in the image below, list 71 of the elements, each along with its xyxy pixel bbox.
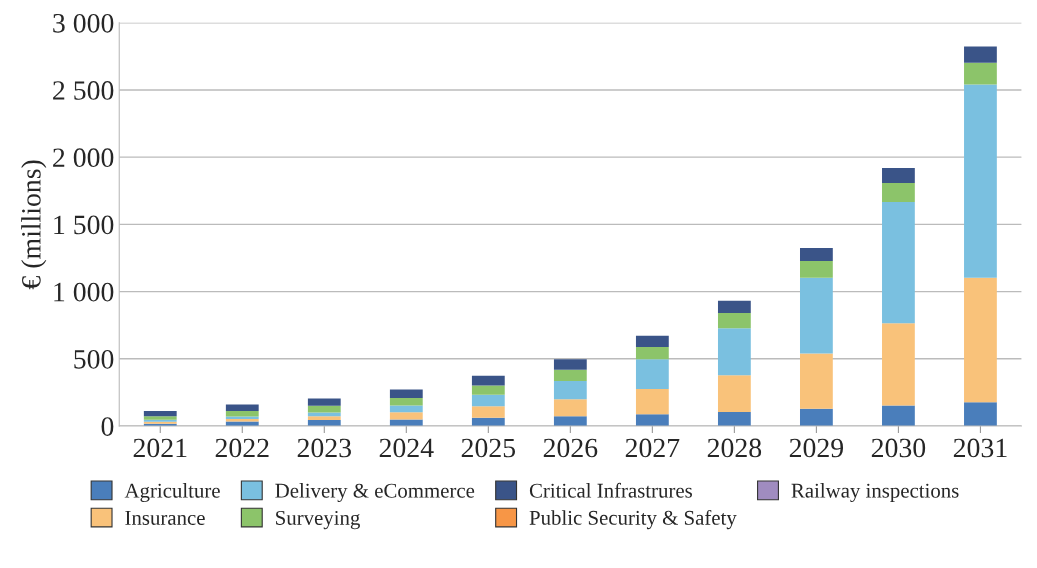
bar bbox=[307, 416, 341, 421]
bar bbox=[882, 201, 915, 324]
bar bbox=[471, 375, 505, 386]
x-tick-label: 2030 bbox=[871, 438, 926, 458]
bar bbox=[717, 328, 751, 376]
x-tick-label: 2024 bbox=[379, 438, 434, 458]
legend-label: Critical Infrastrures bbox=[529, 482, 692, 498]
bar bbox=[717, 300, 751, 314]
legend-label: Agriculture bbox=[124, 483, 220, 502]
y-axis-title: € (millions) bbox=[21, 160, 47, 290]
y-tick-label: 0 bbox=[101, 417, 114, 436]
bar bbox=[800, 277, 833, 354]
bar bbox=[143, 410, 177, 417]
bar bbox=[471, 385, 505, 395]
x-tick-label: 2031 bbox=[953, 438, 1007, 458]
bar bbox=[882, 168, 915, 183]
legend-label: Delivery & eCommerce bbox=[275, 483, 475, 502]
bar bbox=[717, 313, 751, 329]
bar bbox=[964, 277, 997, 403]
y-tick-label: 2 000 bbox=[53, 148, 114, 168]
legend-label: Public Security & Safety bbox=[529, 509, 737, 530]
bar bbox=[553, 369, 587, 381]
bar bbox=[553, 416, 587, 426]
bar bbox=[389, 389, 423, 398]
legend-label: Railway inspections bbox=[791, 483, 959, 502]
x-tick-label: 2029 bbox=[789, 438, 844, 458]
x-tick-label: 2023 bbox=[297, 438, 351, 458]
bar bbox=[964, 84, 997, 278]
bar bbox=[225, 410, 259, 417]
bar bbox=[882, 182, 915, 202]
x-tick-label: 2025 bbox=[461, 438, 516, 458]
x-tick-label: 2027 bbox=[625, 438, 680, 458]
bar bbox=[471, 406, 505, 418]
bar bbox=[800, 248, 833, 262]
bar bbox=[553, 380, 587, 400]
y-tick-label: 500 bbox=[74, 349, 114, 369]
x-tick-label: 2022 bbox=[215, 438, 269, 458]
bar bbox=[635, 389, 669, 415]
bar bbox=[635, 359, 669, 390]
bar bbox=[389, 412, 423, 420]
y-tick-label: 1 500 bbox=[54, 215, 114, 235]
bar bbox=[964, 62, 997, 85]
bar bbox=[635, 414, 669, 426]
x-tick-label: 2026 bbox=[543, 438, 598, 458]
bar bbox=[964, 46, 997, 63]
x-tick-label: 2021 bbox=[133, 438, 187, 458]
bar bbox=[717, 375, 751, 413]
bar bbox=[635, 346, 669, 360]
legend-label: Insurance bbox=[125, 511, 205, 525]
bar bbox=[389, 397, 423, 406]
bar bbox=[717, 412, 751, 426]
bar bbox=[225, 404, 259, 411]
bar bbox=[553, 399, 587, 417]
bar bbox=[882, 323, 915, 406]
bar bbox=[389, 419, 423, 426]
legend-label: Surveying bbox=[276, 510, 360, 530]
bar bbox=[307, 398, 341, 406]
y-tick-label: 2 500 bbox=[53, 81, 114, 100]
bar bbox=[307, 405, 341, 413]
bar bbox=[800, 408, 833, 426]
x-tick-label: 2028 bbox=[707, 438, 762, 458]
bar bbox=[635, 335, 669, 347]
bar bbox=[800, 261, 833, 278]
bar bbox=[553, 359, 587, 370]
bar bbox=[800, 353, 833, 409]
bar bbox=[389, 405, 423, 413]
y-tick-label: 1 000 bbox=[54, 282, 114, 302]
bar bbox=[882, 405, 915, 426]
bar bbox=[964, 402, 997, 426]
y-tick-label: 3 000 bbox=[53, 13, 114, 33]
bar bbox=[471, 394, 505, 407]
